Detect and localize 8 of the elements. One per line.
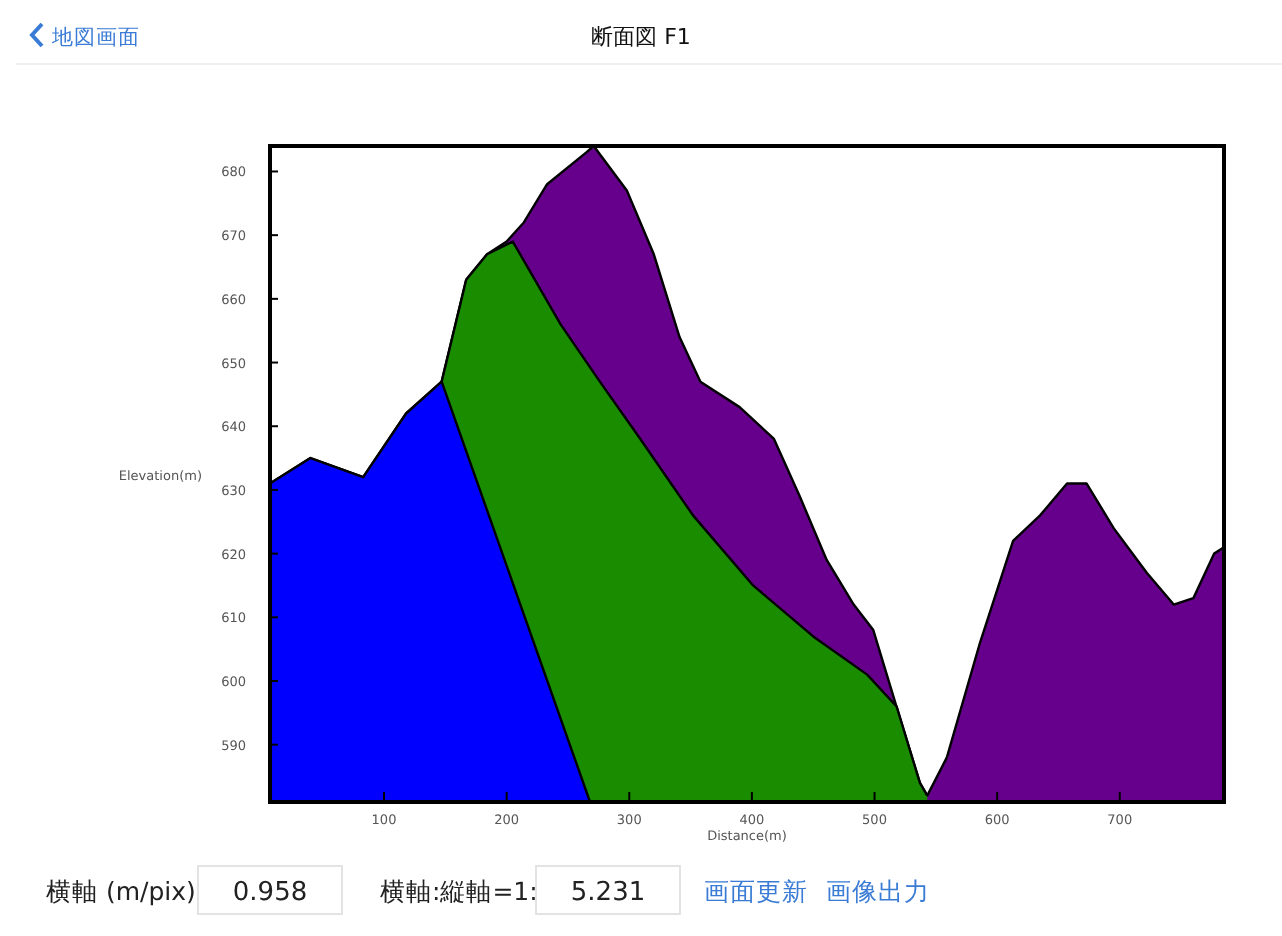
text-field: 0.958	[197, 865, 343, 915]
text: 横軸:縦軸=1:	[380, 876, 538, 906]
text: 画面更新	[704, 876, 808, 906]
text: 地図画面	[50, 24, 140, 50]
text-field: 5.231	[535, 865, 681, 915]
chart-title: 断面図 F1	[591, 24, 691, 50]
text: 画像出力	[826, 876, 930, 906]
text: 横軸 (m/pix)	[46, 876, 196, 906]
